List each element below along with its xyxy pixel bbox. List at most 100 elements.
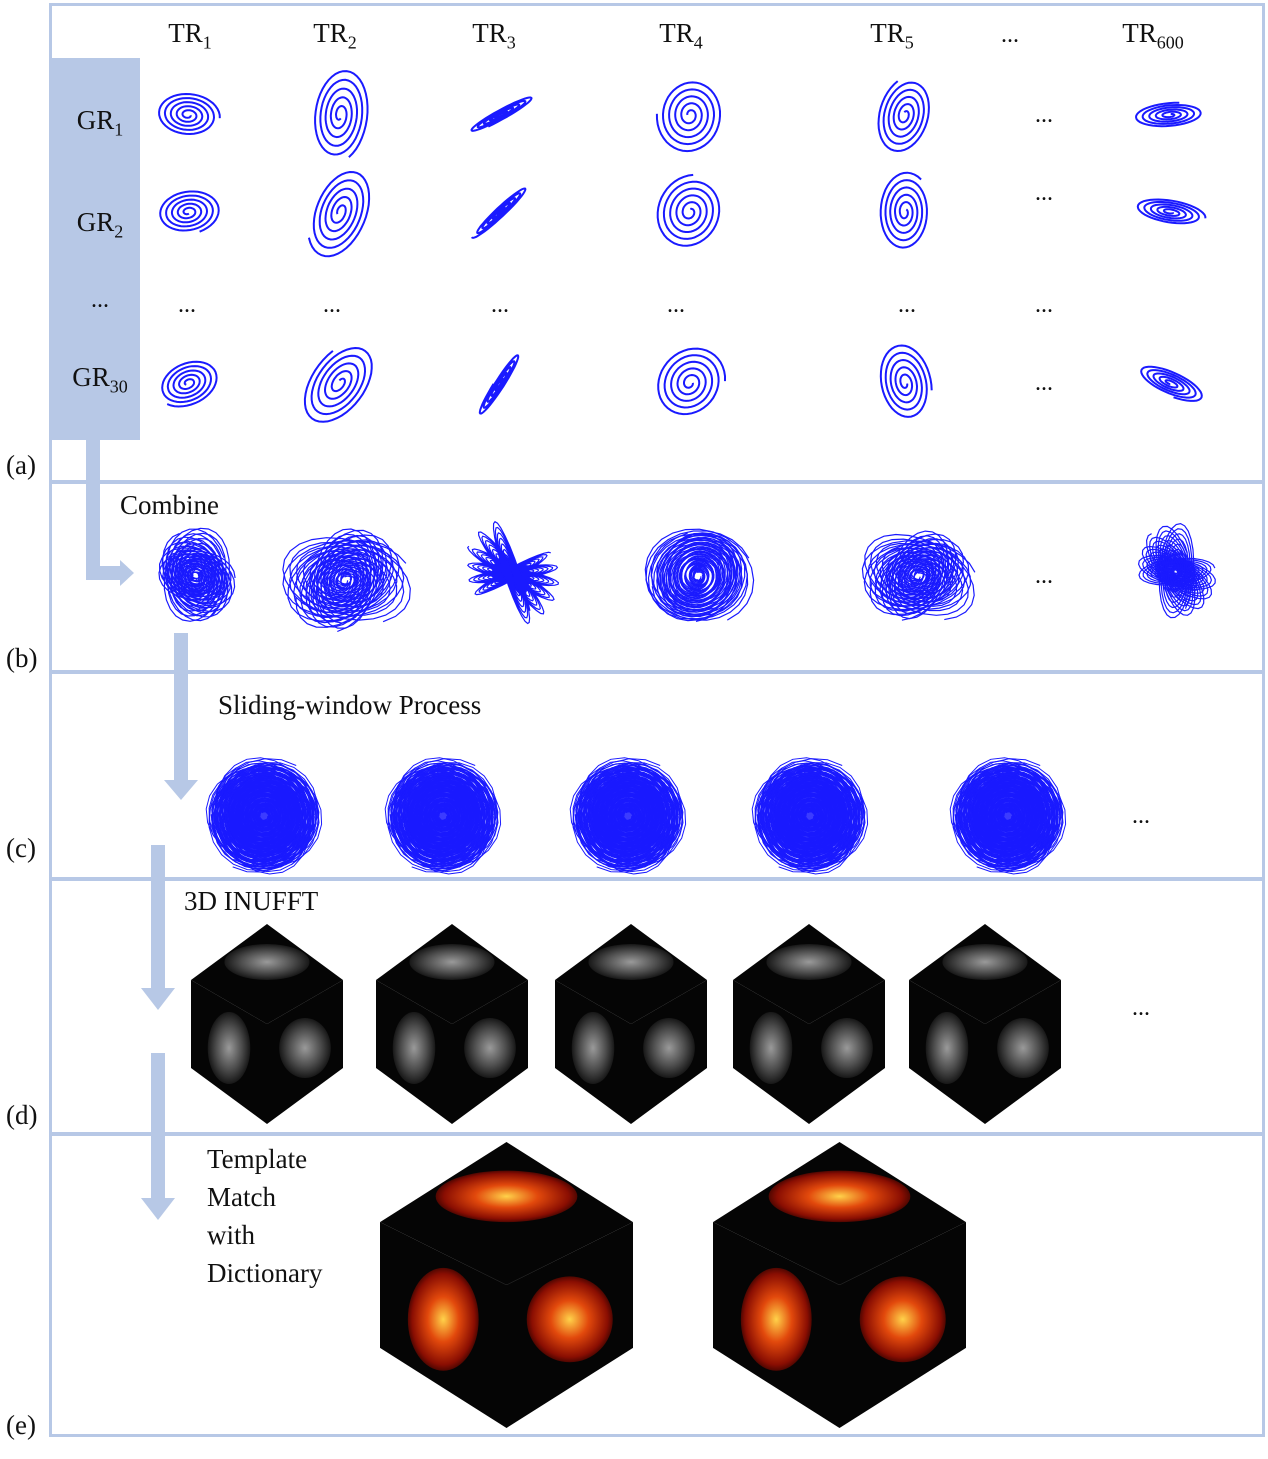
brain-slice (571, 1012, 615, 1084)
spiral-trajectory (659, 532, 739, 622)
arrow-a-to-b (86, 440, 134, 586)
panel-label-a: (a) (6, 450, 36, 480)
spiral-trajectory (303, 346, 373, 423)
spiral-trajectory (314, 70, 369, 158)
panel-a (49, 3, 1265, 483)
tr-header-2: TR2 (313, 18, 357, 53)
gr-label-30: GR30 (72, 362, 128, 397)
brain-slice (925, 1012, 969, 1084)
template-line-1: Template (207, 1144, 308, 1174)
brain-slice (942, 944, 1028, 980)
ellipsis: ... (1132, 995, 1150, 1021)
spiral-trajectory (163, 527, 231, 622)
spiral-trajectory (478, 354, 520, 415)
brain-slice (859, 1276, 946, 1363)
tr-header-600: TR600 (1122, 18, 1184, 53)
panel-label-b: (b) (6, 643, 38, 673)
brain-slice (821, 1018, 873, 1078)
brain-slice (409, 944, 495, 980)
spiral-trajectory (1155, 525, 1196, 616)
spiral-trajectory (644, 528, 755, 621)
brain-slice (435, 1170, 578, 1223)
panel-e (49, 1133, 1265, 1437)
ellipsis: ... (1035, 370, 1053, 396)
ellipsis: ... (667, 292, 685, 318)
ellipsis: ... (898, 292, 916, 318)
template-line-4: Dictionary (207, 1258, 323, 1288)
ellipsis: ... (1132, 803, 1150, 829)
brain-slice (588, 944, 674, 980)
spiral-trajectory (158, 92, 221, 136)
ellipsis: ... (323, 292, 341, 318)
gr-label-2: GR2 (76, 207, 124, 242)
brain-slice (392, 1012, 436, 1084)
ellipsis: ... (1035, 180, 1053, 206)
arrow-c-to-d (141, 845, 175, 1010)
spiral-trajectory (307, 170, 371, 258)
ellipsis: ... (1035, 292, 1053, 318)
spiral-trajectory (159, 190, 220, 233)
spiral-trajectory (1158, 522, 1195, 619)
spiral-trajectory (161, 360, 218, 408)
spiral-trajectory (656, 173, 721, 247)
panel-label-c: (c) (6, 833, 36, 863)
mri-volume-cube (555, 924, 707, 1124)
spiral-trajectory (879, 171, 928, 249)
spiral-trajectory (1135, 101, 1202, 128)
gr-label-ellipsis: ... (91, 287, 109, 313)
spiral-trajectory (655, 81, 721, 153)
gr-label-1: GR1 (76, 105, 124, 140)
step-sliding-window: Sliding-window Process (218, 690, 482, 720)
panel-label-d: (d) (6, 1100, 38, 1130)
parameter-map-cube (713, 1142, 966, 1428)
gr-group-bar (49, 58, 140, 440)
ellipsis: ... (1035, 563, 1053, 589)
brain-slice (766, 944, 852, 980)
spiral-trajectory (470, 96, 533, 132)
spiral-trajectory (471, 187, 527, 239)
ellipsis: ... (178, 292, 196, 318)
template-line-3: with (207, 1220, 256, 1250)
parameter-map-cube (380, 1142, 633, 1428)
brain-slice (526, 1276, 613, 1363)
tr-header-5: TR5 (870, 18, 914, 53)
step-template-match: Template Match with Dictionary (207, 1140, 322, 1292)
brain-slice (407, 1267, 479, 1371)
spiral-trajectory (645, 530, 750, 620)
arrow-d-to-e (141, 1053, 175, 1220)
trajectory-cloud (228, 776, 300, 856)
trajectory-cloud (774, 776, 846, 856)
mri-volume-cube (191, 924, 343, 1124)
brain-slice (768, 1170, 911, 1223)
brain-slice (643, 1018, 695, 1078)
tr-header-1: TR1 (168, 18, 212, 53)
ellipsis: ... (491, 292, 509, 318)
tr-header-3: TR3 (472, 18, 516, 53)
trajectory-cloud (972, 776, 1044, 856)
brain-slice (749, 1012, 793, 1084)
panel-label-e: (e) (6, 1410, 36, 1440)
template-line-2: Match (207, 1182, 276, 1212)
brain-slice (740, 1267, 812, 1371)
step-combine: Combine (120, 490, 219, 520)
brain-slice (224, 944, 310, 980)
spiral-trajectory (282, 537, 411, 623)
spiral-trajectory (1136, 198, 1207, 225)
mri-volume-cube (733, 924, 885, 1124)
spiral-trajectory (879, 344, 933, 418)
spiral-trajectory (877, 80, 930, 153)
mri-volume-cube (376, 924, 528, 1124)
brain-slice (997, 1018, 1049, 1078)
spiral-trajectory (492, 520, 531, 625)
brain-slice (464, 1018, 516, 1078)
trajectory-cloud (592, 776, 664, 856)
brain-slice (207, 1012, 251, 1084)
arrow-b-to-c (164, 633, 198, 800)
spiral-trajectory (1140, 365, 1203, 402)
brain-slice (279, 1018, 331, 1078)
step-3d-inufft: 3D INUFFT (184, 886, 319, 916)
trajectory-cloud (407, 776, 479, 856)
ellipsis: ... (1035, 102, 1053, 128)
tr-header-4: TR4 (659, 18, 703, 53)
